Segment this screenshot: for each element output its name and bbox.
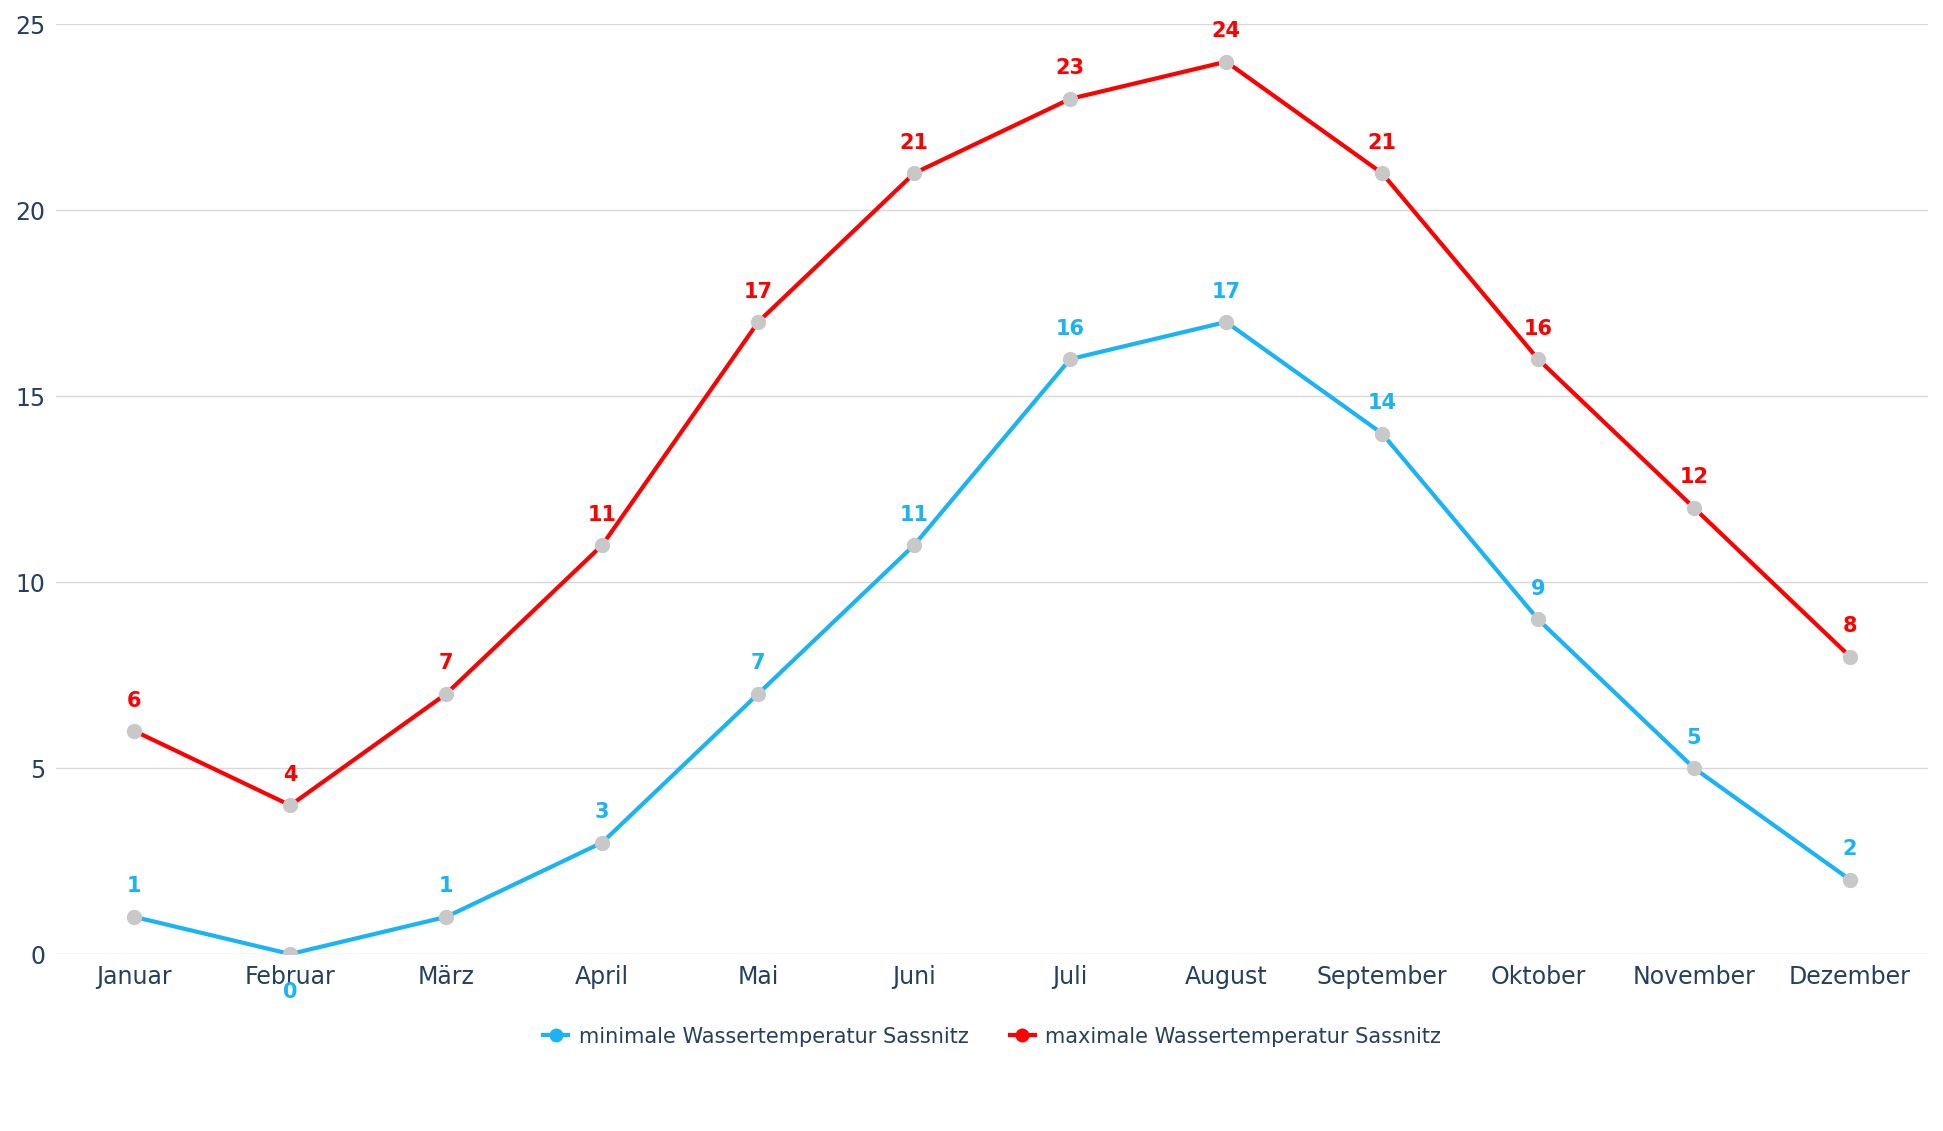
- Text: 11: 11: [587, 504, 616, 525]
- Text: 17: 17: [744, 282, 773, 302]
- minimale Wassertemperatur Sassnitz: [1683, 761, 1706, 775]
- maximale Wassertemperatur Sassnitz: [1214, 55, 1238, 69]
- Line: minimale Wassertemperatur Sassnitz: minimale Wassertemperatur Sassnitz: [128, 316, 1858, 961]
- Legend: minimale Wassertemperatur Sassnitz, maximale Wassertemperatur Sassnitz: minimale Wassertemperatur Sassnitz, maxi…: [534, 1018, 1449, 1055]
- Text: 7: 7: [752, 654, 766, 673]
- Text: 6: 6: [126, 691, 142, 710]
- maximale Wassertemperatur Sassnitz: [591, 538, 614, 552]
- minimale Wassertemperatur Sassnitz: [1370, 426, 1393, 440]
- maximale Wassertemperatur Sassnitz: [746, 316, 769, 329]
- Text: 23: 23: [1055, 59, 1084, 78]
- Text: 0: 0: [284, 983, 297, 1002]
- Text: 9: 9: [1531, 579, 1545, 599]
- minimale Wassertemperatur Sassnitz: [1059, 353, 1082, 366]
- Text: 7: 7: [439, 654, 453, 673]
- Text: 24: 24: [1212, 21, 1242, 41]
- Text: 5: 5: [1687, 727, 1702, 748]
- Text: 14: 14: [1368, 394, 1397, 413]
- Text: 16: 16: [1523, 319, 1552, 338]
- minimale Wassertemperatur Sassnitz: [903, 538, 927, 552]
- Text: 21: 21: [1368, 132, 1397, 153]
- minimale Wassertemperatur Sassnitz: [1838, 873, 1861, 887]
- maximale Wassertemperatur Sassnitz: [278, 798, 301, 812]
- Text: 17: 17: [1212, 282, 1242, 302]
- minimale Wassertemperatur Sassnitz: [1527, 613, 1551, 627]
- maximale Wassertemperatur Sassnitz: [122, 724, 146, 737]
- minimale Wassertemperatur Sassnitz: [122, 910, 146, 924]
- maximale Wassertemperatur Sassnitz: [903, 166, 927, 180]
- Text: 8: 8: [1842, 616, 1858, 636]
- minimale Wassertemperatur Sassnitz: [746, 687, 769, 700]
- maximale Wassertemperatur Sassnitz: [1683, 501, 1706, 515]
- maximale Wassertemperatur Sassnitz: [435, 687, 459, 700]
- Text: 1: 1: [126, 877, 142, 897]
- maximale Wassertemperatur Sassnitz: [1059, 92, 1082, 105]
- Text: 3: 3: [595, 802, 610, 822]
- minimale Wassertemperatur Sassnitz: [591, 836, 614, 849]
- Text: 11: 11: [900, 504, 929, 525]
- Line: maximale Wassertemperatur Sassnitz: maximale Wassertemperatur Sassnitz: [128, 54, 1858, 812]
- minimale Wassertemperatur Sassnitz: [278, 948, 301, 961]
- Text: 1: 1: [439, 877, 453, 897]
- Text: 2: 2: [1842, 839, 1858, 860]
- maximale Wassertemperatur Sassnitz: [1838, 650, 1861, 664]
- Text: 16: 16: [1055, 319, 1084, 338]
- maximale Wassertemperatur Sassnitz: [1370, 166, 1393, 180]
- maximale Wassertemperatur Sassnitz: [1527, 353, 1551, 366]
- Text: 21: 21: [900, 132, 929, 153]
- Text: 12: 12: [1679, 467, 1708, 487]
- minimale Wassertemperatur Sassnitz: [1214, 316, 1238, 329]
- minimale Wassertemperatur Sassnitz: [435, 910, 459, 924]
- Text: 4: 4: [284, 765, 297, 785]
